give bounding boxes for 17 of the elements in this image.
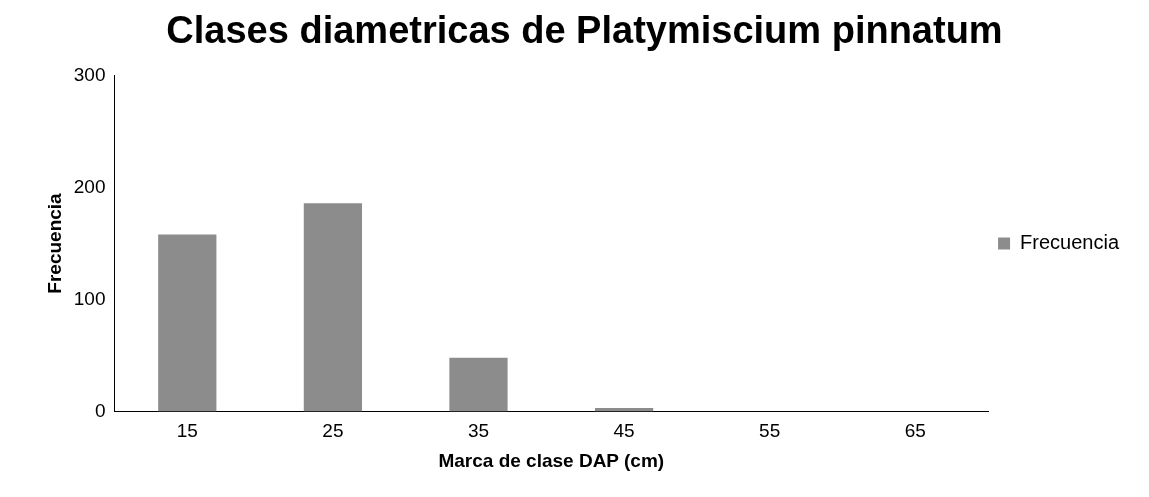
x-axis-title: Marca de clase DAP (cm) [438, 449, 665, 471]
bar [449, 357, 508, 412]
x-tick-label: 25 [322, 420, 344, 442]
y-tick-label: 100 [73, 287, 106, 309]
bar [158, 234, 217, 412]
legend-label: Frecuencia [1020, 231, 1120, 254]
x-tick-label: 55 [759, 420, 781, 442]
y-tick-label: 300 [73, 63, 106, 85]
y-tick-label: 0 [94, 399, 106, 421]
bar [303, 203, 363, 412]
chart-title: Clases diametricas de Platymiscium pinnatum [166, 9, 1003, 52]
x-tick-label: 15 [176, 420, 198, 442]
y-tick-label: 200 [73, 175, 106, 197]
y-axis-title: Frecuencia [43, 192, 65, 294]
x-tick-label: 35 [467, 420, 490, 442]
x-tick-label: 65 [904, 420, 926, 442]
x-tick-label: 45 [613, 420, 635, 442]
